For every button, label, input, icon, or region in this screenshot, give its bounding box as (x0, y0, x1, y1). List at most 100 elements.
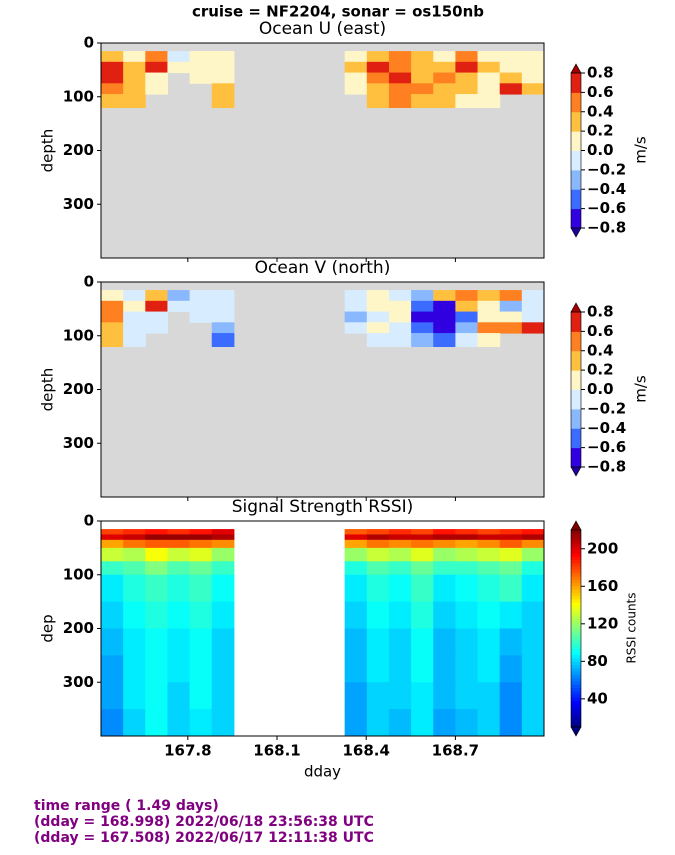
cell (499, 655, 523, 683)
colorbar-tick-label: 40 (587, 689, 608, 707)
cell (211, 655, 235, 683)
colorbar-band (571, 536, 581, 541)
cell (123, 682, 146, 710)
cell (411, 333, 434, 347)
colorbar-extend (570, 63, 582, 74)
colorbar-band (571, 671, 581, 675)
cell (211, 529, 235, 535)
cell (455, 561, 479, 576)
cell (499, 561, 523, 576)
cell (388, 655, 412, 683)
cell (211, 311, 235, 323)
cell (455, 534, 479, 541)
cell (366, 547, 390, 562)
cell (211, 333, 235, 347)
cell (101, 628, 124, 656)
cell (189, 682, 213, 710)
colorbar-band (571, 575, 581, 580)
cell (167, 709, 191, 737)
cell (344, 709, 368, 737)
colorbar-tick-label: 120 (587, 614, 618, 632)
cell (455, 709, 479, 737)
cell (433, 72, 456, 84)
cell (477, 601, 501, 629)
cell (521, 682, 545, 710)
cell (189, 655, 213, 683)
cell (101, 655, 124, 683)
cell (477, 311, 501, 323)
cell (189, 547, 213, 562)
cell (477, 628, 501, 656)
cell (167, 290, 191, 302)
colorbar-band (571, 625, 581, 629)
suptitle: cruise = NF2204, sonar = os150nb (192, 3, 484, 21)
cell (388, 574, 412, 603)
colorbar-band (571, 658, 581, 662)
cell (411, 322, 434, 334)
colorbar-band (571, 631, 581, 636)
y-tick-label: 200 (63, 619, 94, 637)
cell (145, 529, 168, 535)
cell (521, 574, 545, 603)
cell (211, 322, 235, 334)
colorbar-band (571, 585, 581, 590)
colorbar-band (571, 447, 581, 468)
x-axis-label: dday (304, 763, 341, 781)
colorbar-band (571, 628, 581, 633)
cell (189, 300, 213, 313)
cell (189, 51, 213, 63)
colorbar-tick-label: −0.4 (587, 419, 626, 437)
cell (388, 94, 412, 108)
cell (388, 290, 412, 302)
cell (145, 72, 168, 84)
cell (123, 300, 146, 313)
cell (499, 547, 523, 562)
cell (455, 547, 479, 562)
cell (388, 601, 412, 629)
cell (433, 322, 456, 334)
cell (455, 529, 479, 535)
cell (455, 290, 479, 302)
cell (499, 539, 523, 549)
cell (433, 682, 456, 710)
colorbar-extend (570, 302, 582, 313)
colorbar-band (571, 131, 581, 151)
cell (455, 628, 479, 656)
cell (366, 290, 390, 302)
cell (477, 561, 501, 576)
footer-line: time range ( 1.49 days) (34, 798, 219, 814)
cell (477, 529, 501, 535)
colorbar-tick-label: 0.6 (587, 322, 614, 340)
colorbar-band (571, 621, 581, 626)
cell (344, 534, 368, 541)
y-tick-label: 200 (63, 380, 94, 398)
colorbar-band (571, 543, 581, 547)
cell (433, 709, 456, 737)
cell (344, 539, 368, 549)
cell (366, 655, 390, 683)
cell (167, 655, 191, 683)
cell (521, 290, 545, 302)
x-tick-label: 168.4 (342, 742, 389, 760)
cell (521, 311, 545, 323)
cell (344, 83, 368, 95)
cell (499, 300, 523, 313)
colorbar-band (571, 546, 581, 551)
cell (123, 83, 146, 95)
cell (433, 333, 456, 347)
colorbar-band (571, 312, 581, 332)
colorbar-band (571, 720, 581, 725)
cell (455, 51, 479, 63)
colorbar-band (571, 582, 581, 587)
cell (477, 709, 501, 737)
cell (101, 682, 124, 710)
cell (388, 534, 412, 541)
cell (455, 94, 479, 108)
colorbar-band (571, 651, 581, 656)
cell (145, 574, 168, 603)
cell (455, 601, 479, 629)
cell (411, 534, 434, 541)
cell (145, 61, 168, 74)
cell (101, 709, 124, 737)
cell (455, 574, 479, 603)
